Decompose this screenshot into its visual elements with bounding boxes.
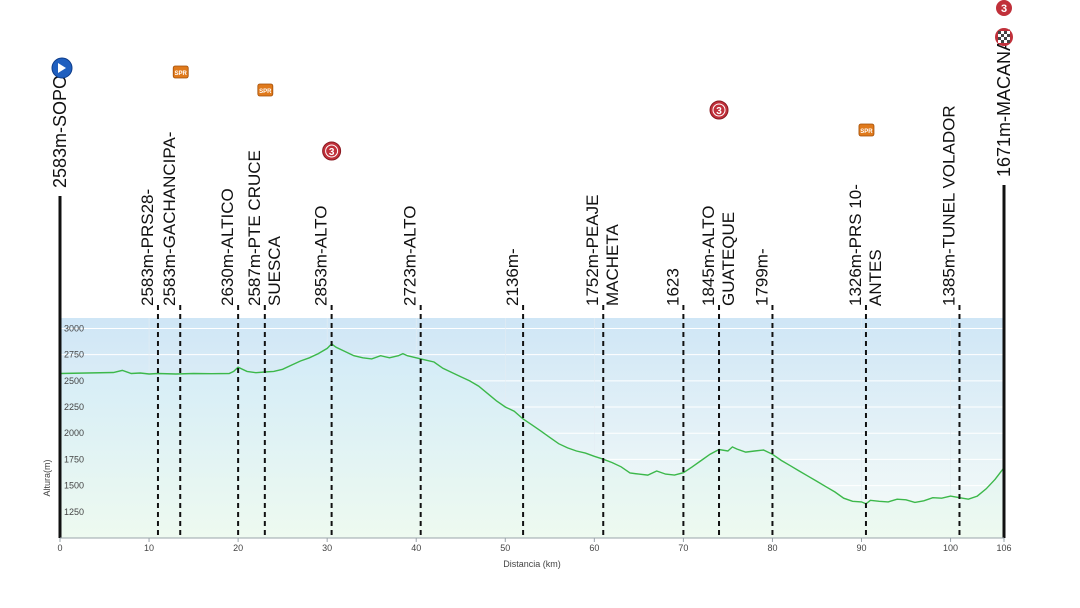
finish-flag-cell	[1004, 34, 1007, 37]
waypoint-label-1326m-prs-10: 1326m-PRS 10-	[846, 184, 865, 306]
waypoint-badges: SPR SPR 3 3 SPR 3	[51, 0, 1013, 161]
finish-flag-cell	[998, 34, 1001, 37]
finish-flag-cell	[1004, 31, 1007, 34]
axes: 0 10 20 30 40 50 60 70 80 90 100 106 1250 1500 1750 200…	[57, 323, 1011, 553]
waypoint-label-1623: 1623	[663, 268, 682, 306]
finish-flag-cell	[1004, 37, 1007, 40]
x-tick-label: 50	[500, 543, 510, 553]
x-tick-label: 10	[144, 543, 154, 553]
elevation-area-fill	[60, 343, 1004, 538]
sprint-icon	[858, 123, 875, 137]
category-3-ring	[325, 144, 339, 158]
sprint-icon-text: SPR	[860, 129, 873, 135]
sprint-icon	[172, 65, 189, 79]
waypoint-label-finish: 1671m-MACANAL	[994, 29, 1014, 177]
waypoint-label-2587m-pte-cruce: 2587m-PTE CRUCE	[245, 150, 264, 306]
waypoint-label-2583m-prs28: 2583m-PRS28-	[138, 189, 157, 306]
category-3-icon-text: 3	[1001, 3, 1007, 15]
finish-flag-cell	[998, 40, 1001, 43]
category-3-icon-text: 3	[329, 147, 335, 158]
x-tick-label: 0	[57, 543, 62, 553]
category-3-icon	[996, 0, 1012, 16]
y-tick-label: 2250	[64, 402, 84, 412]
finish-flag-cell	[1007, 31, 1010, 34]
x-tick-label: 100	[943, 543, 958, 553]
finish-flag-cell	[1001, 31, 1004, 34]
waypoint-label-start: 2583m-SOPO	[50, 75, 70, 188]
waypoint-labels: 2583m-SOPO 2583m-PRS28- 2583m-GACHANCIPA- 2…	[50, 29, 1014, 306]
x-tick-label: 60	[589, 543, 599, 553]
play-icon-glyph	[58, 63, 66, 73]
sprint-icon-text: SPR	[175, 71, 188, 77]
finish-flag-cell	[1001, 37, 1004, 40]
waypoint-label-line2-2587m-pte-cruce: SUESCA	[265, 235, 284, 306]
y-tick-label: 1500	[64, 481, 84, 491]
x-tick-label: 30	[322, 543, 332, 553]
finish-flag-cell	[998, 37, 1001, 40]
x-tick-label: 70	[678, 543, 688, 553]
y-axis-label: Altura(m)	[42, 459, 52, 496]
waypoint-markers	[58, 185, 1006, 538]
finish-flag-cell	[1007, 34, 1010, 37]
category-3-ring	[712, 103, 726, 117]
elevation-series-line	[59, 342, 1005, 505]
x-tick-label: 90	[857, 543, 867, 553]
finish-flag-cell	[1004, 40, 1007, 43]
waypoint-label-2136m: 2136m-	[503, 248, 522, 306]
waypoint-label-2630m-altico: 2630m-ALTICO	[218, 188, 237, 306]
finish-flag-cell	[1007, 40, 1010, 43]
sprint-icon-text: SPR	[259, 89, 272, 95]
waypoint-label-1845m-alto: 1845m-ALTO	[699, 206, 718, 306]
y-tick-label: 1750	[64, 454, 84, 464]
waypoint-label-line2-1845m-alto: GUATEQUE	[719, 212, 738, 306]
x-tick-label: 80	[767, 543, 777, 553]
x-tick-label: 20	[233, 543, 243, 553]
x-tick-label: 106	[996, 543, 1011, 553]
category-3-icon-text: 3	[716, 106, 722, 117]
y-tick-label: 2500	[64, 376, 84, 386]
waypoint-label-line2-1752m-peaje: MACHETA	[603, 223, 622, 306]
x-tick-label: 40	[411, 543, 421, 553]
y-tick-label: 3000	[64, 323, 84, 333]
y-tick-label: 2750	[64, 350, 84, 360]
finish-flag-cell	[1007, 37, 1010, 40]
y-tick-label: 1250	[64, 507, 84, 517]
waypoint-label-1385m-tunel-volador: 1385m-TUNEL VOLADOR	[939, 105, 958, 306]
waypoint-label-2723m-alto: 2723m-ALTO	[401, 206, 420, 306]
y-tick-label: 2000	[64, 428, 84, 438]
waypoint-label-2583m-gachancipa: 2583m-GACHANCIPA-	[160, 132, 179, 306]
finish-flag-cell	[1001, 34, 1004, 37]
waypoint-label-1799m: 1799m-	[752, 248, 771, 306]
sprint-icon	[257, 83, 274, 97]
finish-flag-cell	[1001, 40, 1004, 43]
finish-flag-cell	[998, 31, 1001, 34]
waypoint-label-2853m-alto: 2853m-ALTO	[312, 206, 331, 306]
waypoint-label-line2-1326m-prs-10: ANTES	[866, 249, 885, 306]
waypoint-label-1752m-peaje: 1752m-PEAJE	[583, 195, 602, 307]
x-axis-label: Distancia (km)	[503, 559, 561, 569]
